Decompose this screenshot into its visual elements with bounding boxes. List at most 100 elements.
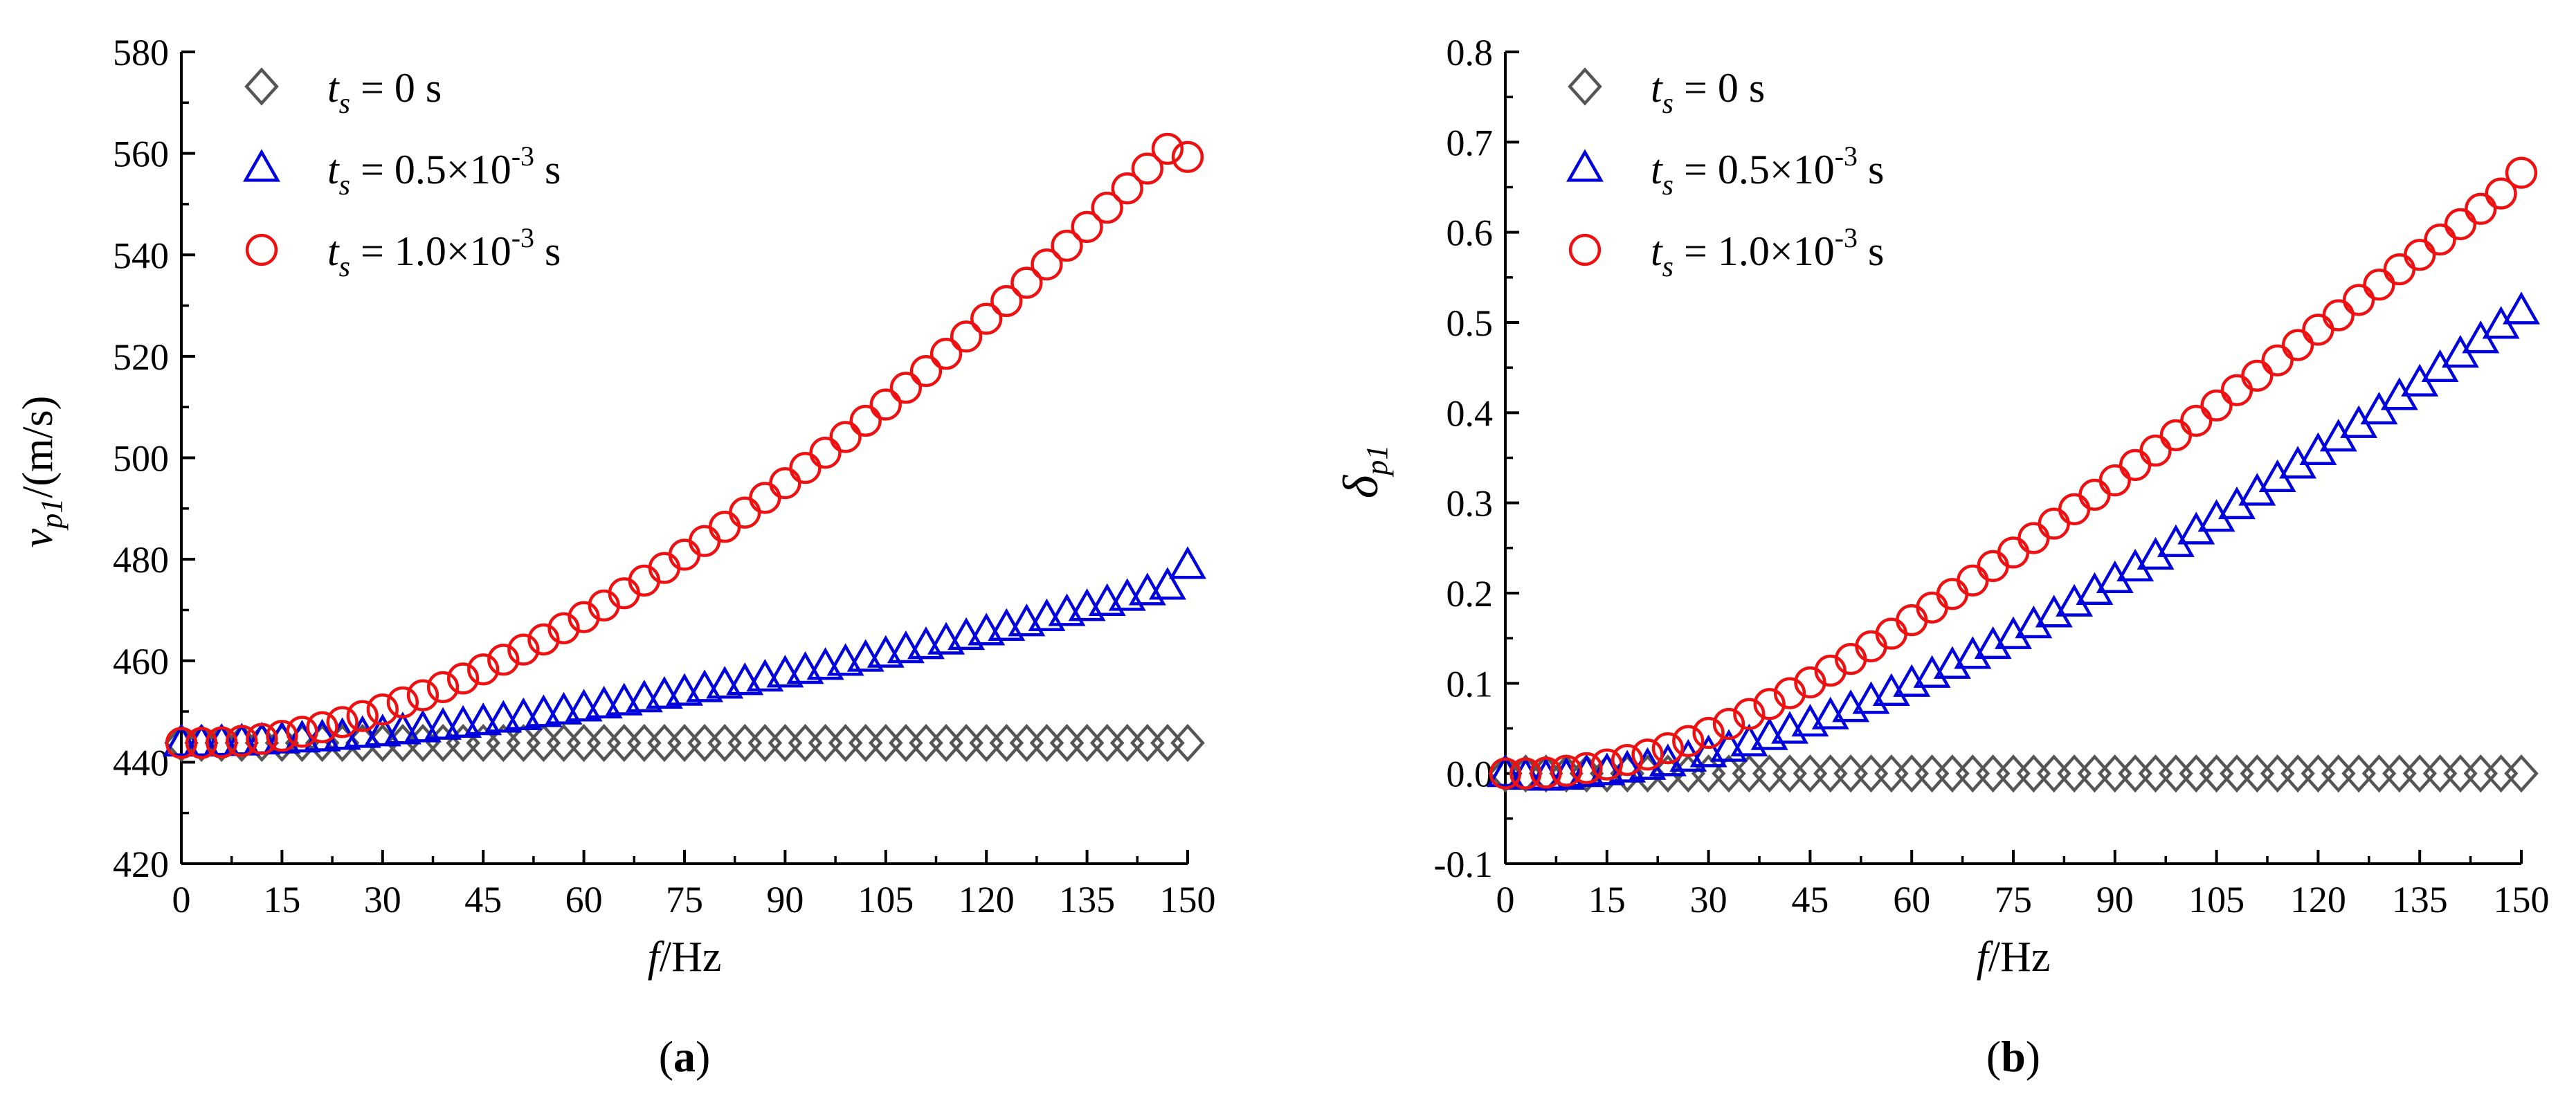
x-tick-label: 0 [172, 879, 191, 920]
data-point [1109, 723, 1145, 763]
data-point [667, 723, 702, 763]
y-tick-label: 0.1 [1446, 663, 1494, 705]
data-point [1049, 723, 1085, 763]
data-point [484, 700, 523, 733]
data-point [2097, 754, 2132, 793]
data-point [889, 723, 923, 763]
data-point [909, 723, 943, 763]
x-tick-label: 150 [2494, 879, 2550, 920]
x-tick-label: 60 [1893, 879, 1930, 920]
data-point [2220, 754, 2254, 793]
data-point [2076, 572, 2114, 605]
data-point [547, 612, 580, 644]
data-point [970, 302, 1003, 335]
data-point [2483, 754, 2519, 793]
data-point [686, 669, 724, 702]
data-point [1150, 723, 1185, 763]
series-triangle [163, 546, 1206, 757]
data-point [363, 714, 401, 747]
data-point [2098, 464, 2131, 497]
series-circle [1489, 156, 2538, 790]
data-point [2241, 359, 2274, 392]
data-point [1009, 723, 1044, 763]
data-point [2422, 754, 2458, 793]
data-point [1530, 756, 1562, 789]
data-point [749, 482, 781, 514]
x-tick-label: 120 [2290, 879, 2346, 920]
y-tick-label: 440 [113, 742, 169, 783]
data-point [2138, 754, 2173, 793]
data-point [585, 685, 623, 719]
data-point [1089, 723, 1125, 763]
data-point [1813, 754, 1848, 793]
data-point [849, 404, 882, 437]
data-point [2078, 478, 2111, 511]
data-point [989, 723, 1024, 763]
x-tick-label: 105 [858, 879, 914, 920]
data-point [525, 694, 563, 727]
data-point [766, 655, 804, 688]
data-point [2057, 754, 2092, 793]
data-point [668, 538, 701, 571]
data-point [1131, 152, 1163, 185]
data-point [1651, 732, 1685, 765]
x-tick-label: 60 [565, 879, 603, 920]
data-point [1977, 550, 2009, 583]
data-point [848, 723, 883, 763]
y-tick-label: 0.6 [1446, 212, 1494, 254]
data-point [768, 723, 803, 763]
data-point [889, 372, 923, 404]
data-point [1091, 191, 1123, 224]
data-point [2363, 269, 2395, 301]
data-point [789, 452, 822, 484]
data-point [1855, 630, 1887, 663]
x-tick-label: 0 [1496, 879, 1515, 920]
data-point [688, 525, 721, 557]
data-point [1672, 725, 1705, 757]
data-point [645, 675, 683, 709]
data-point [647, 723, 682, 763]
data-point [286, 716, 318, 748]
data-point [969, 723, 1004, 763]
data-point [1151, 132, 1184, 165]
x-tick-label: 120 [959, 879, 1015, 920]
data-point [1111, 172, 1143, 205]
x-tick-label: 75 [666, 879, 703, 920]
y-axis-label: δp1 [1333, 445, 1394, 498]
legend-marker [1566, 149, 1604, 182]
data-point [2404, 239, 2436, 271]
data-point [2424, 223, 2456, 256]
data-point [1733, 698, 1766, 730]
data-point [446, 662, 480, 695]
y-tick-label: 580 [113, 32, 169, 73]
data-point [1692, 716, 1725, 750]
data-point [769, 467, 801, 500]
data-point [2159, 754, 2193, 793]
data-point [403, 709, 442, 743]
data-point [1833, 754, 1868, 793]
legend-marker [243, 149, 280, 182]
data-point [1010, 266, 1043, 299]
data-point [185, 727, 218, 759]
data-point [183, 723, 221, 757]
data-point [2402, 754, 2438, 793]
data-point [1631, 738, 1664, 771]
data-point [444, 705, 482, 738]
legend-label: ts = 0.5×10-3 s [327, 140, 561, 201]
data-point [303, 718, 341, 752]
data-point [2485, 177, 2517, 210]
legend-marker [244, 67, 279, 106]
data-point [1955, 754, 1990, 793]
data-point [226, 725, 258, 757]
data-point [383, 711, 421, 745]
data-point [706, 666, 744, 699]
legend-label: ts = 1.0×10-3 s [327, 222, 561, 283]
data-point [266, 720, 298, 752]
data-point [605, 682, 643, 716]
data-point [606, 723, 642, 763]
y-axis-label: vp1/(m/s) [15, 396, 69, 548]
panel-label: (a) [659, 1032, 711, 1081]
data-point [1170, 723, 1205, 763]
legend-label: ts = 1.0×10-3 s [1651, 222, 1884, 283]
data-point [1936, 578, 1969, 610]
